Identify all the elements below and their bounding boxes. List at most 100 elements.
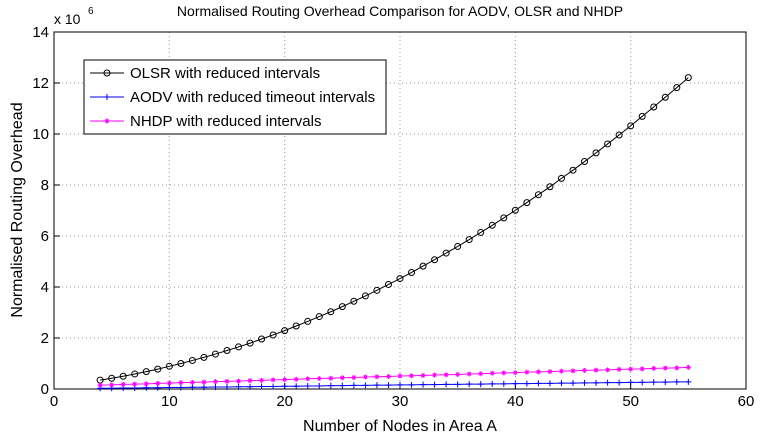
marker-part [661, 93, 669, 101]
marker [569, 166, 577, 174]
y-axis-label: Normalised Routing Overhead [9, 102, 26, 317]
marker [270, 383, 277, 390]
marker [224, 383, 230, 390]
marker-part [119, 372, 127, 380]
marker-part [465, 236, 473, 244]
marker-part [501, 370, 507, 376]
x-tick-label: 60 [738, 393, 755, 410]
marker [132, 381, 138, 387]
marker-part [511, 206, 519, 214]
marker [131, 370, 139, 378]
marker-part [535, 380, 542, 387]
marker-part [592, 149, 600, 157]
y-tick-label: 0 [41, 381, 49, 398]
series-line [100, 366, 689, 386]
marker-part [247, 383, 254, 390]
marker-part [212, 379, 218, 385]
marker-part [432, 372, 438, 378]
marker-part [500, 380, 507, 387]
marker-part [270, 383, 277, 390]
marker [108, 374, 116, 382]
marker [501, 370, 507, 376]
marker [178, 380, 184, 386]
marker [592, 149, 600, 157]
marker-part [685, 364, 691, 370]
marker [304, 382, 311, 389]
marker-part [166, 380, 172, 386]
marker [535, 380, 542, 387]
marker [281, 327, 289, 335]
marker [628, 366, 634, 372]
marker-part [338, 303, 346, 311]
marker-part [120, 381, 126, 387]
marker [454, 381, 461, 388]
marker-part [638, 112, 646, 120]
marker [466, 371, 472, 377]
marker [189, 379, 195, 385]
marker-part [628, 366, 634, 372]
marker [339, 375, 345, 381]
marker [684, 74, 692, 82]
marker [119, 372, 127, 380]
marker-part [270, 377, 276, 383]
marker-part [327, 308, 335, 316]
marker-part [143, 381, 149, 387]
marker-part [489, 370, 495, 376]
marker-part [132, 381, 138, 387]
marker-part [616, 366, 622, 372]
marker-part [97, 382, 103, 388]
marker [305, 376, 311, 382]
marker-part [104, 94, 110, 100]
marker-part [674, 365, 680, 371]
marker-part [315, 313, 323, 321]
marker [362, 374, 368, 380]
marker-part [178, 380, 184, 386]
marker [315, 313, 323, 321]
marker [489, 370, 495, 376]
marker-part [684, 74, 692, 82]
marker-part [384, 280, 392, 288]
marker-part [385, 374, 391, 380]
marker-part [627, 379, 634, 386]
marker [477, 381, 484, 388]
marker [651, 365, 657, 371]
marker-part [651, 365, 657, 371]
marker-part [523, 199, 531, 207]
marker-part [639, 366, 645, 372]
marker [604, 379, 611, 386]
marker [570, 368, 576, 374]
marker-part [396, 275, 404, 283]
marker [109, 382, 115, 388]
marker-part [305, 376, 311, 382]
marker-part [443, 372, 449, 378]
y-multiplier-exponent: 6 [88, 6, 94, 17]
marker [616, 379, 623, 386]
marker-part [685, 378, 692, 385]
marker-part [558, 380, 565, 387]
marker-part [616, 379, 623, 386]
marker [281, 383, 288, 390]
marker-part [558, 368, 564, 374]
marker [455, 371, 461, 377]
marker-part [581, 379, 588, 386]
marker [558, 368, 564, 374]
marker [397, 381, 403, 388]
marker-part [455, 371, 461, 377]
marker-part [673, 378, 680, 385]
y-tick-label: 2 [41, 330, 49, 347]
marker-part [200, 384, 207, 391]
marker [155, 380, 161, 386]
marker-part [639, 379, 646, 386]
marker [419, 262, 427, 270]
marker-part [409, 373, 415, 379]
marker [293, 383, 300, 390]
marker [673, 378, 680, 385]
marker-part [327, 382, 334, 389]
marker [488, 221, 496, 229]
marker [432, 372, 438, 378]
marker-part [154, 365, 162, 373]
marker-part [582, 367, 588, 373]
marker [154, 365, 162, 373]
marker-part [477, 381, 484, 388]
marker-part [350, 382, 357, 389]
